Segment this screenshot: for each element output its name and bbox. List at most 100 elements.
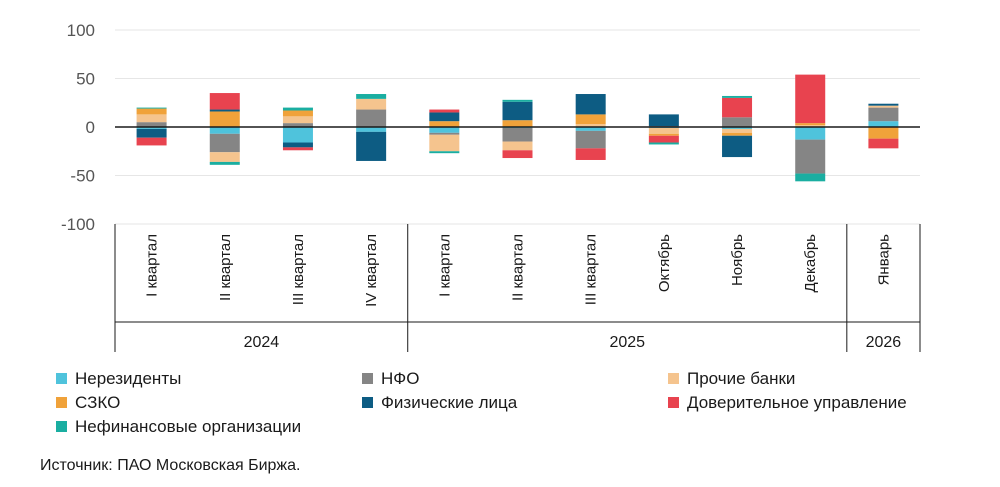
bar-segment-other_banks bbox=[502, 141, 533, 151]
bar-segment-nonres bbox=[429, 127, 460, 133]
legend-swatch-szko bbox=[56, 397, 67, 408]
bar-segment-other_banks bbox=[648, 127, 679, 134]
bar-segment-trust bbox=[795, 74, 826, 124]
bar-segment-nonfin bbox=[722, 95, 753, 98]
bar-segment-trust bbox=[722, 97, 753, 118]
legend-label-szko: СЗКО bbox=[75, 393, 120, 412]
x-tick-label: I квартал bbox=[436, 234, 453, 297]
bar-segment-nonres bbox=[722, 127, 753, 129]
bar-segment-nonres bbox=[136, 127, 167, 129]
bar-segment-trust bbox=[575, 148, 606, 160]
bar-segment-trust bbox=[429, 109, 460, 113]
bar-segment-individuals bbox=[502, 101, 533, 121]
year-label: 2025 bbox=[609, 334, 645, 351]
bars bbox=[115, 74, 920, 182]
bar-segment-nonres bbox=[209, 127, 240, 134]
bar-segment-other_banks bbox=[868, 105, 899, 108]
bar-segment-nonfin bbox=[648, 142, 679, 145]
y-tick-label: 50 bbox=[76, 70, 95, 89]
bar-segment-other_banks bbox=[356, 98, 387, 110]
x-tick-label: IV квартал bbox=[363, 234, 380, 307]
bar-segment-szko bbox=[868, 127, 899, 139]
bar-segment-trust bbox=[502, 150, 533, 159]
bar-segment-trust bbox=[282, 147, 313, 151]
bar-segment-nonfin bbox=[429, 151, 460, 154]
bar-segment-trust bbox=[136, 137, 167, 146]
x-tick-label: II квартал bbox=[510, 234, 527, 301]
legend-label-nfo: НФО bbox=[381, 369, 419, 388]
bar-segment-other_banks bbox=[209, 152, 240, 162]
y-tick-label: 0 bbox=[86, 118, 95, 137]
legend-swatch-nonfin bbox=[56, 421, 67, 432]
bar-segment-trust bbox=[209, 93, 240, 110]
bar-segment-szko bbox=[209, 111, 240, 127]
legend-label-other_banks: Прочие банки bbox=[687, 369, 795, 388]
x-tick-label: III квартал bbox=[583, 234, 600, 305]
source-note: Источник: ПАО Московская Биржа. bbox=[40, 457, 300, 474]
bar-segment-nfo bbox=[429, 132, 460, 135]
legend-swatch-individuals bbox=[362, 397, 373, 408]
grid-lines bbox=[115, 29, 920, 225]
bar-segment-nonres bbox=[282, 127, 313, 143]
bar-segment-individuals bbox=[868, 103, 899, 106]
bar-segment-nfo bbox=[502, 127, 533, 142]
bar-segment-individuals bbox=[136, 128, 167, 138]
bar-segment-nonfin bbox=[136, 107, 167, 109]
bar-segment-other_banks bbox=[722, 128, 753, 133]
bar-segment-szko bbox=[722, 132, 753, 136]
bar-segment-nonres bbox=[868, 121, 899, 127]
year-label: 2026 bbox=[866, 334, 902, 351]
y-tick-label: 100 bbox=[67, 21, 95, 40]
legend-label-individuals: Физические лица bbox=[381, 393, 518, 412]
legend-swatch-nonres bbox=[56, 373, 67, 384]
bar-segment-szko bbox=[795, 123, 826, 126]
bar-segment-szko bbox=[282, 110, 313, 117]
bar-segment-nfo bbox=[722, 117, 753, 127]
bar-segment-individuals bbox=[575, 94, 606, 115]
bar-segment-nonfin bbox=[502, 99, 533, 102]
bar-segment-individuals bbox=[648, 114, 679, 127]
legend-label-nonfin: Нефинансовые организации bbox=[75, 417, 301, 436]
legend-swatch-nfo bbox=[362, 373, 373, 384]
bar-segment-szko bbox=[502, 120, 533, 127]
bar-segment-other_banks bbox=[429, 134, 460, 152]
bar-segment-nfo bbox=[575, 130, 606, 149]
legend-swatch-trust bbox=[668, 397, 679, 408]
bar-segment-individuals bbox=[356, 131, 387, 161]
bar-segment-nfo bbox=[282, 123, 313, 127]
x-tick-label: Ноябрь bbox=[729, 234, 746, 286]
bar-segment-szko bbox=[429, 121, 460, 127]
x-tick-label: I квартал bbox=[144, 234, 161, 297]
bar-segment-nonres bbox=[356, 127, 387, 132]
x-tick-label: Январь bbox=[875, 234, 892, 286]
bar-segment-other_banks bbox=[282, 116, 313, 124]
bar-segment-nfo bbox=[209, 133, 240, 153]
x-tick-label: Октябрь bbox=[656, 234, 673, 292]
bar-segment-nonfin bbox=[356, 94, 387, 99]
bar-segment-nfo bbox=[868, 107, 899, 122]
x-tick-label: Декабрь bbox=[802, 234, 819, 293]
bar-segment-nonfin bbox=[795, 173, 826, 182]
bar-segment-nfo bbox=[795, 139, 826, 174]
bar-segment-trust bbox=[648, 135, 679, 143]
bar-segment-nonfin bbox=[282, 107, 313, 111]
x-tick-label: III квартал bbox=[290, 234, 307, 305]
bar-segment-individuals bbox=[209, 109, 240, 112]
x-tick-label: II квартал bbox=[217, 234, 234, 301]
x-axis: I квартал II квартал III квартал IV квартал… bbox=[114, 224, 921, 352]
bar-segment-szko bbox=[136, 108, 167, 115]
y-axis: 100 50 0 -50 -100 bbox=[61, 21, 95, 234]
bar-segment-szko bbox=[575, 114, 606, 125]
y-tick-label: -100 bbox=[61, 215, 95, 234]
legend: Нерезиденты НФО Прочие банки СЗКО Физические… bbox=[56, 369, 907, 436]
year-label: 2024 bbox=[244, 334, 280, 351]
bar-segment-nfo bbox=[356, 109, 387, 127]
bar-segment-szko bbox=[648, 133, 679, 136]
bar-segment-individuals bbox=[722, 135, 753, 158]
bar-segment-other_banks bbox=[795, 125, 826, 127]
bar-segment-nfo bbox=[136, 122, 167, 127]
bar-segment-individuals bbox=[429, 112, 460, 122]
bar-segment-individuals bbox=[282, 142, 313, 148]
bar-segment-nonres bbox=[575, 127, 606, 131]
